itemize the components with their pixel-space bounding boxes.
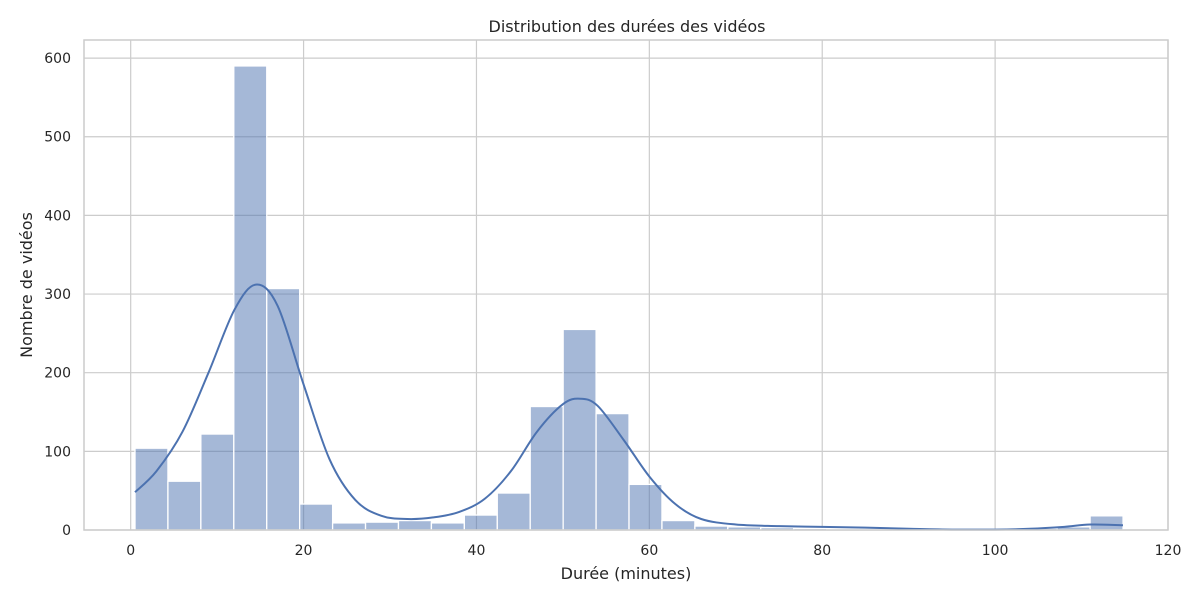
histogram-bar xyxy=(299,503,334,531)
plot-frame xyxy=(83,39,1169,531)
y-axis-label: Nombre de vidéos xyxy=(17,212,36,358)
y-tick-label: 500 xyxy=(44,130,71,146)
histogram-bar xyxy=(463,514,498,531)
y-tick-label: 0 xyxy=(62,523,71,539)
x-tick-label: 20 xyxy=(295,543,313,559)
histogram-bar xyxy=(167,480,202,531)
histogram-bar xyxy=(430,522,466,531)
kde-curve xyxy=(134,283,1124,531)
histogram-bars xyxy=(134,65,1124,531)
histogram-bar xyxy=(661,519,696,531)
chart-title: Distribution des durées des vidéos xyxy=(489,17,766,36)
histogram-bar xyxy=(200,433,235,531)
histogram-bar xyxy=(266,287,301,531)
y-tick-label: 100 xyxy=(44,444,71,460)
x-tick-label: 80 xyxy=(813,543,831,559)
y-tick-label: 600 xyxy=(44,51,71,67)
histogram-bar xyxy=(364,521,400,531)
y-tick-label: 200 xyxy=(44,366,71,382)
histogram-bar xyxy=(331,522,367,531)
y-tick-label: 400 xyxy=(44,208,71,224)
kde-curve-group xyxy=(134,283,1124,531)
x-tick-label: 0 xyxy=(126,543,135,559)
histogram-bar xyxy=(628,483,663,531)
y-tick-labels: 0 100 200 300 400 500 600 xyxy=(44,51,71,539)
x-tick-label: 100 xyxy=(982,543,1009,559)
histogram-bar xyxy=(1089,515,1124,531)
histogram-bar xyxy=(562,328,597,531)
histogram-bar xyxy=(233,65,268,531)
x-tick-label: 40 xyxy=(468,543,486,559)
y-tick-label: 300 xyxy=(44,287,71,303)
histogram-bar xyxy=(529,405,564,531)
x-axis-label: Durée (minutes) xyxy=(561,564,692,583)
x-tick-label: 120 xyxy=(1155,543,1182,559)
histogram-bar xyxy=(496,492,531,531)
x-tick-labels: 0 20 40 60 80 100 120 xyxy=(126,543,1181,559)
x-tick-label: 60 xyxy=(640,543,658,559)
histogram-bar xyxy=(397,519,433,531)
histogram-bar xyxy=(595,412,630,531)
